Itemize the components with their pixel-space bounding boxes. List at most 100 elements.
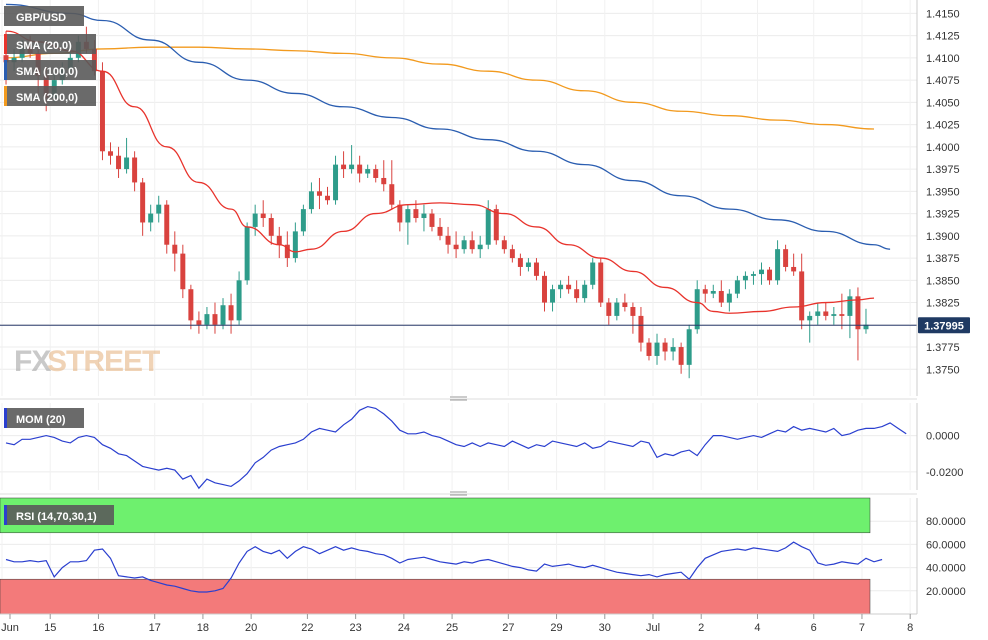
candle [590, 258, 596, 290]
candle-body [847, 296, 853, 316]
candle [678, 342, 684, 374]
sma-200-swatch [4, 86, 7, 106]
price-tick-label: 1.4075 [926, 75, 960, 87]
candle-body [220, 305, 226, 325]
panel-resize-handle-1[interactable] [0, 396, 917, 401]
candle-body [501, 240, 507, 250]
x-tick-label: 24 [398, 622, 410, 634]
x-tick-label: 18 [197, 622, 209, 634]
candle [220, 298, 226, 330]
sma-100-legend[interactable]: SMA (100,0) [4, 60, 96, 80]
candle [638, 307, 644, 352]
sma-100-path [6, 3, 891, 250]
candle-body [148, 213, 154, 223]
candle-body [204, 314, 210, 325]
price-tick-label: 1.3875 [926, 253, 960, 265]
candle-body [863, 324, 869, 330]
x-tick-label: 16 [92, 622, 104, 634]
candle-body [582, 284, 588, 299]
watermark-street: STREET [47, 345, 160, 378]
candle [582, 280, 588, 303]
candle [726, 289, 732, 312]
candle [333, 155, 339, 205]
sma-200-path [6, 46, 875, 130]
candle-body [493, 209, 499, 241]
candle-body [3, 55, 9, 63]
candle [807, 311, 813, 343]
candle-body [807, 315, 813, 321]
x-axis: Jun 15 16 17 18 20 22 23 24 25 27 29 30 Jul 2 4 6 7 8 [0, 613, 917, 634]
sma-20-legend[interactable]: SMA (20,0) [4, 34, 96, 54]
candle-body [180, 253, 186, 290]
candle-body [397, 204, 403, 223]
panel-resize-handle-2[interactable] [0, 491, 917, 496]
candle [710, 284, 716, 299]
candle [453, 231, 459, 259]
candle-body [509, 249, 515, 259]
candle-body [461, 240, 467, 250]
x-tick-label: 29 [550, 622, 562, 634]
candle-body [99, 71, 105, 152]
candle [477, 235, 483, 259]
candle [742, 271, 748, 290]
sma-200-legend-label: SMA (200,0) [16, 92, 78, 104]
candle-body [172, 244, 178, 254]
candle [775, 240, 781, 285]
instrument-legend[interactable]: GBP/USD [4, 6, 84, 26]
candle-body [775, 249, 781, 281]
price-tick-label: 1.4000 [926, 142, 960, 154]
candle [316, 177, 322, 210]
candle [718, 280, 724, 308]
candle-body [188, 289, 194, 321]
candle-body [292, 231, 298, 259]
candle [188, 284, 194, 330]
candle-body [381, 177, 387, 185]
candle-body [373, 169, 379, 178]
candle-body [124, 157, 130, 170]
candle [373, 164, 379, 183]
candle-body [726, 293, 732, 303]
price-tick-label: 1.3775 [926, 342, 960, 354]
rsi-tick-label: 40.0000 [926, 563, 966, 575]
candle-body [598, 262, 604, 303]
rsi-oversold-zone [0, 578, 871, 615]
price-tick-label: 1.3850 [926, 275, 960, 287]
candle [550, 284, 556, 312]
candle [566, 275, 572, 294]
candle-body [212, 314, 218, 325]
candle-body [839, 314, 845, 316]
current-price-badge: 1.37995 [918, 317, 970, 334]
sma-20-path [6, 30, 875, 314]
sma-20-swatch [4, 34, 7, 54]
rsi-legend[interactable]: RSI (14,70,30,1) [4, 505, 114, 525]
rsi-line [5, 541, 883, 593]
candle-body [694, 289, 700, 330]
candle [445, 226, 451, 254]
candle [799, 253, 805, 330]
candle-body [823, 311, 829, 316]
x-tick-label: 20 [245, 622, 257, 634]
candle-body [767, 269, 773, 281]
current-price-label: 1.37995 [924, 320, 964, 332]
candle-body [349, 164, 355, 170]
candle-body [799, 271, 805, 321]
candle [759, 262, 764, 285]
sma-200-legend[interactable]: SMA (200,0) [4, 86, 96, 106]
candle-body [622, 302, 628, 308]
watermark: FX STREET [14, 345, 161, 378]
candle [558, 280, 564, 299]
candle [598, 258, 604, 308]
candles [3, 26, 869, 379]
momentum-swatch [4, 408, 7, 428]
momentum-line [5, 405, 907, 490]
candle [517, 253, 523, 276]
momentum-legend[interactable]: MOM (20) [4, 408, 84, 428]
x-tick-label: 30 [599, 622, 611, 634]
rsi-legend-label: RSI (14,70,30,1) [16, 511, 97, 523]
candle-body [357, 164, 363, 174]
candle-body [325, 195, 330, 201]
candle-body [485, 209, 491, 245]
candle [108, 142, 113, 165]
rsi-swatch [4, 505, 7, 525]
candle-body [316, 191, 322, 196]
